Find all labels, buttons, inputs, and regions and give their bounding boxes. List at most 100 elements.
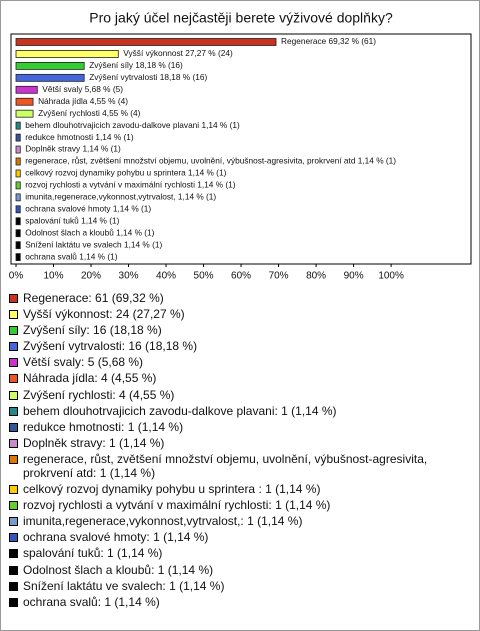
- x-tick-label: 40%: [156, 271, 176, 282]
- bar: [15, 121, 21, 130]
- bar: [15, 97, 34, 106]
- legend-swatch: [9, 485, 18, 495]
- bar-label: Zvýšení vytrvalosti 18,18 % (16): [89, 72, 207, 82]
- x-tick-label: 90%: [344, 271, 364, 282]
- legend-label: celkový rozvoj dynamiky pohybu u sprinte…: [23, 482, 321, 497]
- legend-swatch: [9, 342, 18, 352]
- bar-label: regenerace, růst, zvětšení množství obje…: [25, 156, 396, 166]
- bar: [15, 217, 21, 226]
- legend-label: imunita,regenerace,vykonnost,vytrvalost,…: [23, 514, 303, 529]
- bar-label: behem dlouhotrvajicich zavodu-dalkove pl…: [25, 120, 240, 130]
- legend-label: behem dlouhotrvajicich zavodu-dalkove pl…: [23, 403, 337, 418]
- legend-label: spalování tuků: 1 (1,14 %): [23, 546, 163, 561]
- legend-item: redukce hmotnosti: 1 (1,14 %): [9, 420, 473, 434]
- legend-item: imunita,regenerace,vykonnost,vytrvalost,…: [9, 514, 473, 528]
- x-tick-label: 70%: [269, 271, 289, 282]
- legend-swatch: [9, 517, 18, 527]
- bar: [15, 181, 21, 190]
- legend-swatch: [9, 501, 18, 511]
- legend-item: ochrana svalů: 1 (1,14 %): [9, 595, 473, 609]
- bar: [15, 133, 21, 142]
- bar: [15, 109, 34, 118]
- legend-label: Regenerace: 61 (69,32 %): [23, 291, 164, 305]
- bar: [15, 253, 21, 262]
- bar-label: Náhrada jídla 4,55 % (4): [38, 96, 128, 106]
- legend-swatch: [9, 358, 18, 368]
- bar: [15, 193, 21, 202]
- bar-label: redukce hmotnosti 1,14 % (1): [25, 132, 134, 142]
- bar-label: ochrana svalů 1,14 % (1): [25, 251, 117, 261]
- bar: [15, 145, 21, 154]
- bar: [15, 85, 38, 94]
- bar-label: Zvýšení síly 18,18 % (16): [89, 60, 183, 70]
- bar-label: celkový rozvoj dynamiky pohybu u sprinte…: [25, 168, 226, 178]
- legend-label: rozvoj rychlosti a vytvání v maximální r…: [23, 498, 331, 513]
- legend-swatch: [9, 533, 18, 543]
- bar: [15, 50, 119, 58]
- legend-swatch: [9, 549, 18, 559]
- x-tick-label: 50%: [194, 271, 214, 282]
- legend-swatch: [9, 326, 18, 336]
- bar-label: rozvoj rychlosti a vytvání v maximální r…: [25, 180, 235, 190]
- x-tick-label: 100%: [378, 271, 404, 282]
- legend-item: Náhrada jídla: 4 (4,55 %): [9, 371, 473, 385]
- chart: Pro jaký účel nejčastěji berete výživové…: [9, 10, 472, 282]
- legend-swatch: [9, 454, 18, 464]
- legend-swatch: [9, 310, 18, 320]
- chart-title: Pro jaký účel nejčastěji berete výživové…: [89, 10, 393, 26]
- x-tick-label: 10%: [44, 271, 64, 282]
- legend-label: Doplněk stravy: 1 (1,14 %): [23, 435, 165, 450]
- legend-label: ochrana svalové hmoty: 1 (1,14 %): [23, 530, 209, 545]
- legend-label: Odolnost šlach a kloubů: 1 (1,14 %): [23, 562, 214, 577]
- legend-item: regenerace, růst, zvětšení množství obje…: [9, 452, 473, 480]
- legend-swatch: [9, 294, 18, 303]
- bar: [15, 205, 21, 214]
- legend-label: regenerace, růst, zvětšení množství obje…: [23, 451, 428, 480]
- bar-label: spalování tuků 1,14 % (1): [25, 215, 119, 225]
- legend-item: Snížení laktátu ve svalech: 1 (1,14 %): [9, 579, 473, 593]
- legend-item: Odolnost šlach a kloubů: 1 (1,14 %): [9, 563, 473, 577]
- legend-label: ochrana svalů: 1 (1,14 %): [23, 594, 160, 609]
- bar-label: Větší svaly 5,68 % (5): [42, 84, 123, 94]
- bar-label: Zvýšení rychlosti 4,55 % (4): [38, 108, 141, 118]
- legend-swatch: [9, 438, 18, 448]
- bar-label: Doplněk stravy 1,14 % (1): [25, 144, 121, 154]
- legend-item: celkový rozvoj dynamiky pohybu u sprinte…: [9, 482, 473, 496]
- bar-label: Odolnost šlach a kloubů 1,14 % (1): [25, 227, 154, 237]
- legend-item: Vyšší výkonnost: 24 (27,27 %): [9, 307, 473, 321]
- bar-label: Snížení laktátu ve svalech 1,14 % (1): [25, 239, 162, 249]
- legend-item: Doplněk stravy: 1 (1,14 %): [9, 436, 473, 450]
- plot-area: [10, 33, 472, 265]
- legend-swatch: [9, 422, 18, 432]
- bar: [15, 241, 21, 250]
- bar: [15, 169, 21, 178]
- legend-label: Zvýšení vytrvalosti: 16 (18,18 %): [23, 339, 198, 354]
- legend-item: spalování tuků: 1 (1,14 %): [9, 546, 473, 560]
- bar: [15, 73, 85, 82]
- bar: [15, 157, 21, 166]
- bar: [15, 38, 277, 46]
- legend-label: Větší svaly: 5 (5,68 %): [23, 355, 144, 370]
- legend-swatch: [9, 390, 18, 400]
- legend-item: Zvýšení vytrvalosti: 16 (18,18 %): [9, 339, 473, 353]
- legend-swatch: [9, 565, 18, 575]
- legend: Regenerace: 61 (69,32 %) Vyšší výkonnost:…: [9, 291, 473, 611]
- legend-item: rozvoj rychlosti a vytvání v maximální r…: [9, 498, 473, 512]
- bar-label: Regenerace 69,32 % (61): [281, 36, 376, 46]
- x-tick-label: 80%: [306, 271, 326, 282]
- bar-label: imunita,regenerace,vykonnost,vytrvalost,…: [25, 192, 216, 202]
- x-tick-label: 60%: [231, 271, 251, 282]
- bar-label: ochrana svalové hmoty 1,14 % (1): [25, 203, 151, 213]
- legend-item: behem dlouhotrvajicich zavodu-dalkove pl…: [9, 404, 473, 418]
- legend-swatch: [9, 597, 18, 607]
- legend-swatch: [9, 374, 18, 384]
- legend-label: Zvýšení rychlosti: 4 (4,55 %): [23, 387, 175, 402]
- legend-swatch: [9, 406, 18, 416]
- legend-label: Náhrada jídla: 4 (4,55 %): [23, 371, 157, 386]
- legend-item: Regenerace: 61 (69,32 %): [9, 291, 473, 305]
- x-tick-label: 30%: [119, 271, 139, 282]
- legend-swatch: [9, 581, 18, 591]
- x-tick-label: 0%: [9, 271, 24, 282]
- legend-label: Zvýšení síly: 16 (18,18 %): [23, 323, 162, 338]
- legend-item: ochrana svalové hmoty: 1 (1,14 %): [9, 530, 473, 544]
